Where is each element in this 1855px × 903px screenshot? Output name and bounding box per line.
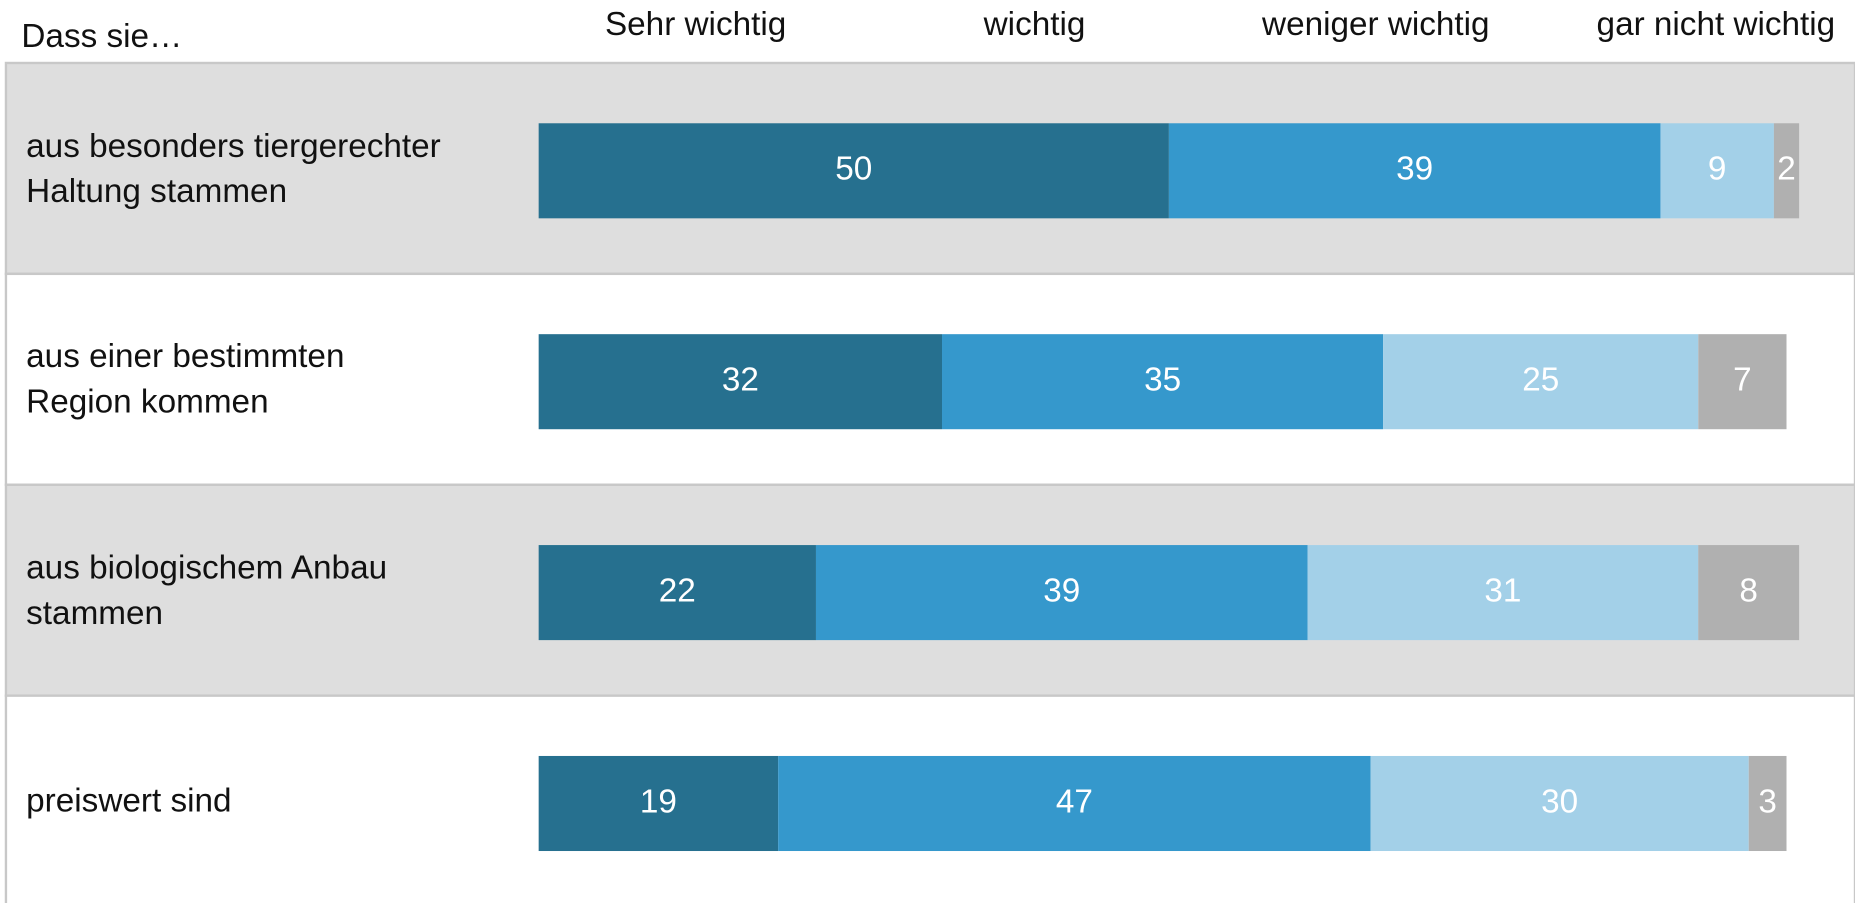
bar-segment [538,755,779,852]
value-label: 8 [1739,572,1758,609]
legend-label: weniger wichtig [1261,6,1490,43]
category-label: aus einer bestimmten Region kommen [26,337,345,420]
value-label: 22 [659,572,696,609]
bar-segment [1168,123,1661,219]
bar-segment [942,334,1384,430]
legend-label: gar nicht wichtig [1597,6,1836,43]
bar-segment [1383,334,1699,430]
bar-segment [1698,545,1800,641]
bar-segment [538,123,1169,219]
category-label: preiswert sind [26,782,232,819]
value-label: 39 [1043,572,1080,609]
bar-segment [1307,545,1699,641]
value-label: 19 [640,783,677,820]
bar-segment [1773,123,1800,219]
value-label: 50 [835,151,872,188]
value-label: 47 [1056,783,1093,820]
value-label: 39 [1396,151,1433,188]
bar-segment [1660,123,1774,219]
value-label: 2 [1777,151,1796,188]
category-label: aus biologischem Anbau stammen [26,548,388,631]
value-label: 3 [1758,783,1777,820]
legend-label: Sehr wichtig [605,6,786,43]
bar-segment [538,334,943,430]
value-label: 32 [722,362,759,399]
value-label: 25 [1522,362,1559,399]
header-label: Dass sie… [21,18,182,55]
category-label-box: preiswert sind [26,782,232,819]
bar-segment [1370,755,1749,852]
value-label: 31 [1484,572,1521,609]
bar-segment [538,545,816,641]
category-label: aus besonders tiergerechter Haltung stam… [26,126,441,209]
category-label-box: aus einer bestimmten Region kommen [26,337,345,420]
bar-segment [778,755,1371,852]
bar-segment [1748,755,1787,852]
value-label: 9 [1708,151,1727,188]
value-label: 35 [1144,362,1181,399]
category-label-box: aus besonders tiergerechter Haltung stam… [26,126,441,209]
bar-segment [815,545,1308,641]
legend-label: wichtig [983,6,1086,43]
value-label: 7 [1733,362,1752,399]
bar-segment [1698,334,1787,430]
category-label-box: aus biologischem Anbau stammen [26,548,388,631]
value-label: 30 [1541,783,1578,820]
